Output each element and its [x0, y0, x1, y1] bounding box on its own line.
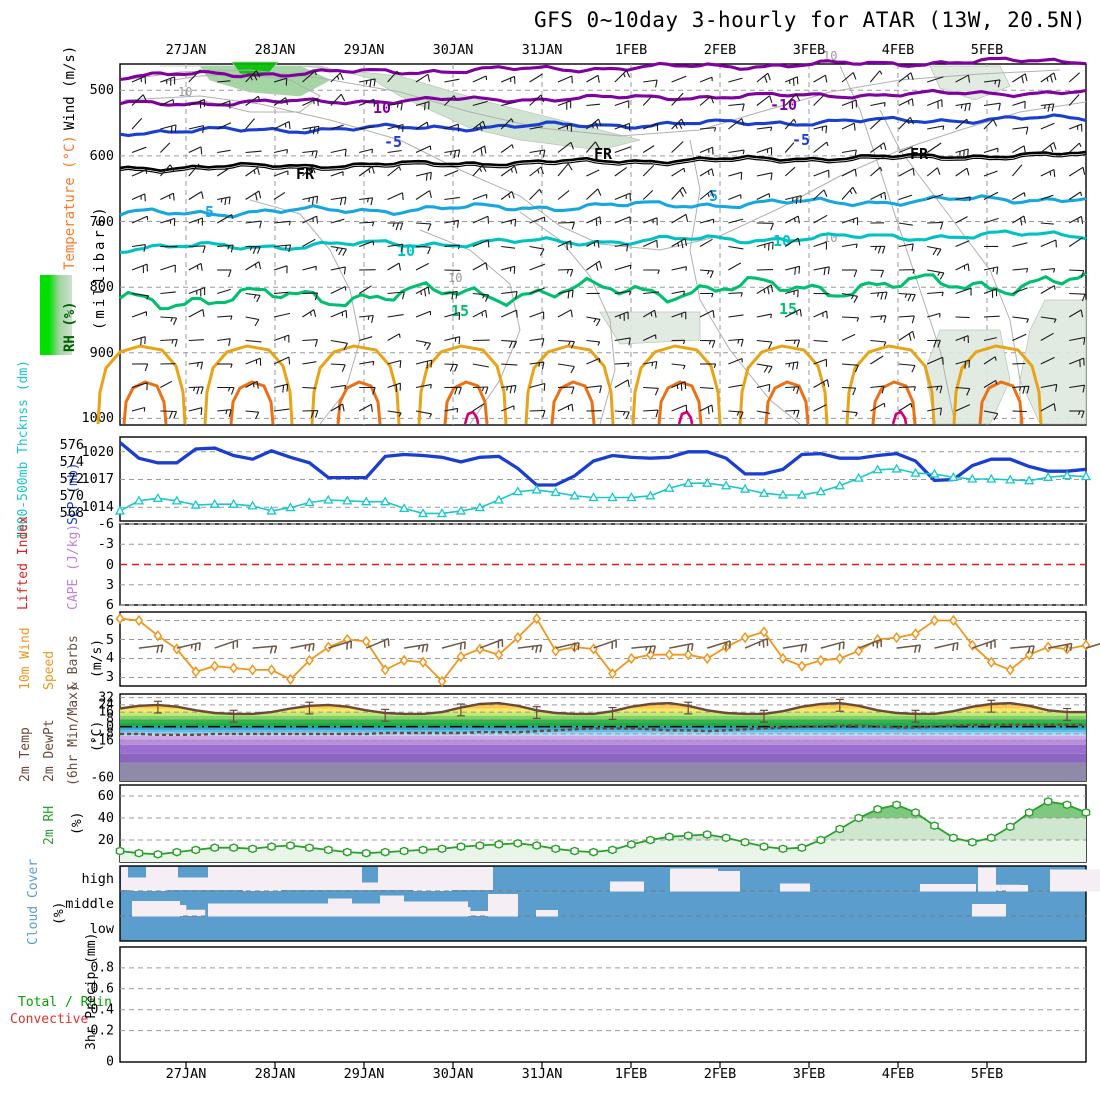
svg-text:-5: -5	[384, 133, 402, 151]
svg-text:15: 15	[451, 302, 469, 320]
svg-text:5: 5	[205, 203, 214, 221]
svg-text:10: 10	[178, 85, 192, 99]
svg-text:10: 10	[448, 271, 462, 285]
meteogram-canvas: 1010101010-10-5-5FRFRFR5510101515	[0, 0, 1100, 1100]
svg-text:FR: FR	[594, 145, 613, 163]
svg-text:-5: -5	[792, 131, 810, 149]
svg-text:FR: FR	[910, 145, 929, 163]
svg-text:-10: -10	[770, 96, 797, 114]
svg-text:10: 10	[773, 232, 791, 250]
svg-text:10: 10	[373, 99, 391, 117]
